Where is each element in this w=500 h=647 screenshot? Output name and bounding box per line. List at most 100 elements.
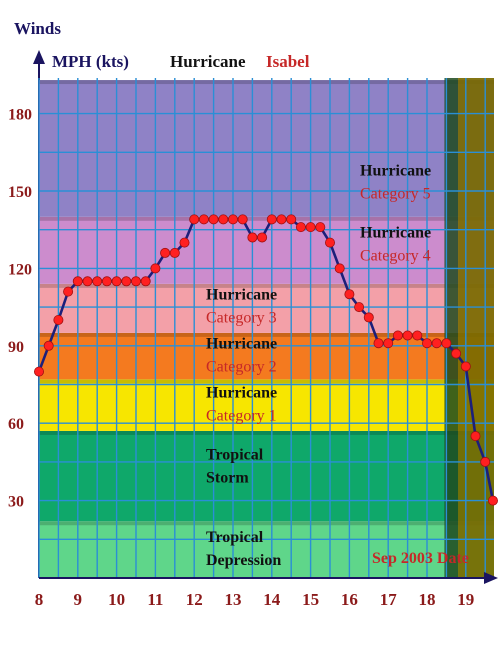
shade-dark-strip: [444, 78, 459, 578]
category-band-edge: [39, 80, 494, 85]
x-axis-label: Sep 2003 Date: [372, 550, 469, 567]
data-point: [392, 330, 403, 341]
data-point: [189, 214, 200, 225]
data-point: [227, 214, 238, 225]
post-landfall-shade: [444, 78, 494, 578]
data-point: [237, 214, 248, 225]
category-band-edge: [39, 216, 494, 221]
data-point: [305, 222, 316, 233]
data-point: [169, 247, 180, 258]
chart-title-storm-name: Isabel: [266, 52, 310, 71]
category-band: [39, 80, 494, 217]
x-tick-label: 14: [263, 590, 281, 609]
data-point: [460, 361, 471, 372]
data-point: [412, 330, 423, 341]
data-point: [121, 276, 132, 287]
data-point: [480, 456, 491, 467]
data-point: [72, 276, 83, 287]
data-point: [315, 222, 326, 233]
data-point: [43, 340, 54, 351]
data-point: [208, 214, 219, 225]
y-tick-label: 180: [8, 107, 32, 124]
data-point: [383, 338, 394, 349]
category-label-line1: Tropical: [206, 529, 264, 546]
category-band-edge: [39, 430, 494, 435]
x-tick-label: 10: [108, 590, 125, 609]
x-tick-labels: 8 9 10 11 12 13 14 15 16 17 18 19: [35, 590, 475, 609]
category-label-line2: Category 5: [360, 186, 431, 203]
data-point: [160, 247, 171, 258]
x-tick-label: 9: [74, 590, 83, 609]
data-point: [402, 330, 413, 341]
y-tick-label: 60: [8, 416, 24, 433]
data-point: [487, 495, 498, 506]
data-point: [247, 232, 258, 243]
category-band: [39, 283, 494, 333]
y-axis-arrowhead: [33, 50, 45, 64]
data-point: [218, 214, 229, 225]
data-point: [324, 237, 335, 248]
category-band: [39, 430, 494, 522]
wind-speed-series: [34, 214, 498, 506]
data-point: [451, 348, 462, 359]
x-tick-label: 11: [147, 590, 163, 609]
category-labels: Tropical Depression Tropical Storm Hurricane…: [206, 163, 431, 569]
data-point: [92, 276, 103, 287]
y-tick-label: 120: [8, 261, 32, 278]
data-point: [286, 214, 297, 225]
category-label-line2: Category 2: [206, 358, 277, 375]
data-point: [363, 312, 374, 323]
data-point: [257, 232, 268, 243]
category-band-edge: [39, 521, 494, 526]
data-point: [150, 263, 161, 274]
data-point: [421, 338, 432, 349]
data-point: [344, 289, 355, 300]
data-point: [101, 276, 112, 287]
category-label-line2: Category 1: [206, 407, 277, 424]
category-label-line2: Category 4: [360, 247, 431, 264]
category-label-line1: Hurricane: [206, 286, 277, 303]
category-band: [39, 521, 494, 578]
data-point: [295, 222, 306, 233]
category-band-edge: [39, 283, 494, 288]
y-axis-units-label: MPH (kts): [52, 52, 129, 71]
category-label-line1: Tropical: [206, 446, 264, 463]
data-point: [82, 276, 93, 287]
category-label-line1: Hurricane: [360, 224, 431, 241]
data-point: [354, 302, 365, 313]
chart-title-word: Hurricane: [170, 52, 246, 71]
x-tick-label: 19: [457, 590, 474, 609]
data-point: [431, 338, 442, 349]
x-axis-arrowhead: [484, 572, 498, 584]
category-label-line2: Depression: [206, 552, 281, 569]
x-tick-label: 8: [35, 590, 44, 609]
data-point: [179, 237, 190, 248]
y-tick-label: 150: [8, 184, 32, 201]
category-label-line1: Hurricane: [206, 335, 277, 352]
data-point: [63, 286, 74, 297]
grid-lines: [38, 78, 494, 579]
x-tick-label: 13: [225, 590, 242, 609]
x-tick-label: 15: [302, 590, 319, 609]
y-tick-label: 90: [8, 339, 24, 356]
data-point: [373, 338, 384, 349]
x-tick-label: 16: [341, 590, 358, 609]
winds-label: Winds: [14, 19, 61, 38]
data-point: [441, 338, 452, 349]
data-point: [53, 314, 64, 325]
y-tick-labels: 30 60 90 120 150 180: [8, 107, 32, 511]
category-label-line1: Hurricane: [206, 384, 277, 401]
data-point: [470, 431, 481, 442]
x-tick-label: 18: [419, 590, 436, 609]
data-point: [34, 366, 45, 377]
category-label-line1: Hurricane: [360, 163, 431, 180]
category-band: [39, 332, 494, 380]
category-label-line2: Category 3: [206, 309, 277, 326]
data-point: [276, 214, 287, 225]
x-tick-label: 17: [380, 590, 398, 609]
shade-olive-strip: [458, 78, 494, 578]
data-point: [198, 214, 209, 225]
data-point: [140, 276, 151, 287]
data-point: [334, 263, 345, 274]
